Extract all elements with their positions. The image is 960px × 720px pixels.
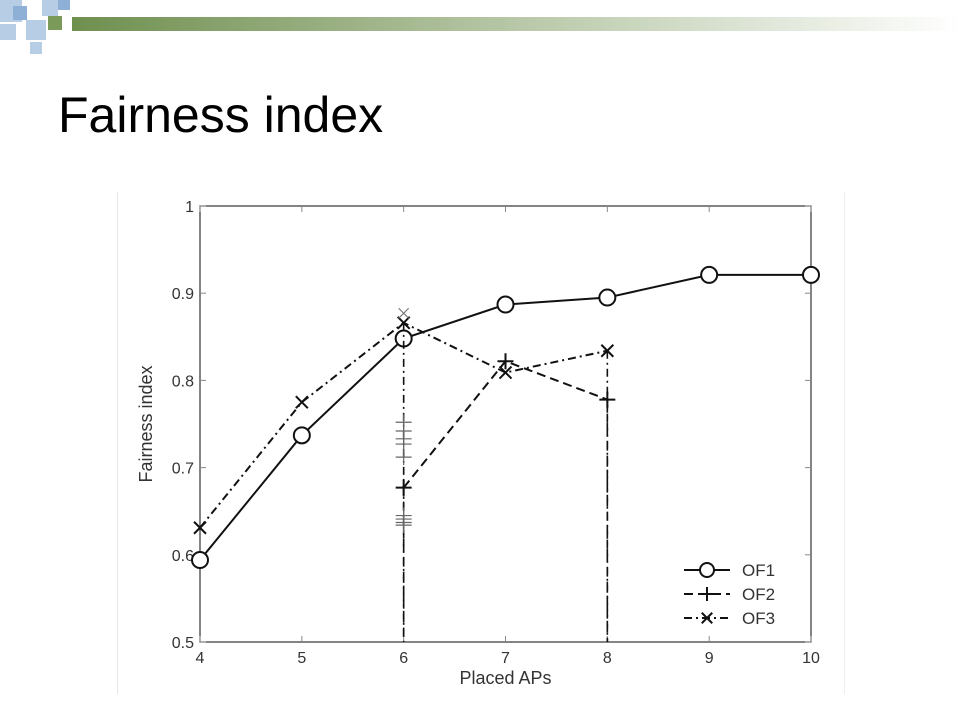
deco-square-5 [42,0,58,16]
series-of3-point [600,344,615,358]
y-tick-label: 0.6 [172,548,194,565]
series-of2-line [402,360,608,489]
legend-of2-label: OF2 [742,585,775,604]
deco-square-7 [30,42,42,54]
y-axis-label: Fairness index [136,365,156,482]
y-tick-label: 0.5 [172,635,194,652]
legend-of2-marker [700,587,714,601]
y-tick-label: 0.7 [172,461,194,478]
deco-square-3 [0,24,16,40]
deco-square-6 [48,16,62,30]
x-tick-label: 5 [297,650,306,667]
series-of3-point [498,365,513,380]
legend-of1-label: OF1 [742,561,775,580]
sample-plus-marker [395,449,412,466]
header-gradient-bar [72,17,960,31]
legend-of1-marker [699,562,715,578]
chart-figure: 0.5 0.6 0.7 0.8 0.9 1 4 5 6 7 8 9 10 Placed APs Fairne… [117,192,845,694]
slide-header-decoration [0,0,960,54]
x-tick-label: 6 [399,650,408,667]
x-tick-label: 7 [501,650,510,667]
y-tick-label: 0.9 [172,286,194,303]
plot-frame [199,205,812,643]
series-of1-line [199,273,811,561]
legend-of3-marker [701,612,713,624]
series-of1-point [598,288,617,307]
x-axis-label: Placed APs [459,668,551,688]
deco-square-8 [58,0,70,10]
series-of2-point [497,353,514,370]
fairness-line-chart: 0.5 0.6 0.7 0.8 0.9 1 4 5 6 7 8 9 10 Placed APs Fairne… [136,199,820,688]
extra-x-marker [398,307,410,319]
y-tick-label: 0.8 [172,373,194,390]
series-of1-point [496,295,515,314]
series-of3-point [193,521,207,535]
legend-of3-label: OF3 [742,609,775,628]
series-of1-point [802,265,820,284]
x-tick-label: 4 [196,650,205,667]
deco-square-4 [26,20,46,40]
deco-square-2 [13,6,27,20]
series-of1-point [191,551,209,570]
series-of3-point [396,316,411,330]
series-of1-point [292,426,311,445]
y-tick-label: 1 [185,199,194,216]
sample-plus-marker [395,517,412,534]
series-of1-point [700,265,719,284]
slide-title: Fairness index [58,87,384,143]
x-tick-label: 9 [705,650,714,667]
series-of3-point [295,395,309,409]
x-tick-label: 8 [603,650,612,667]
x-tick-label: 10 [802,650,820,667]
